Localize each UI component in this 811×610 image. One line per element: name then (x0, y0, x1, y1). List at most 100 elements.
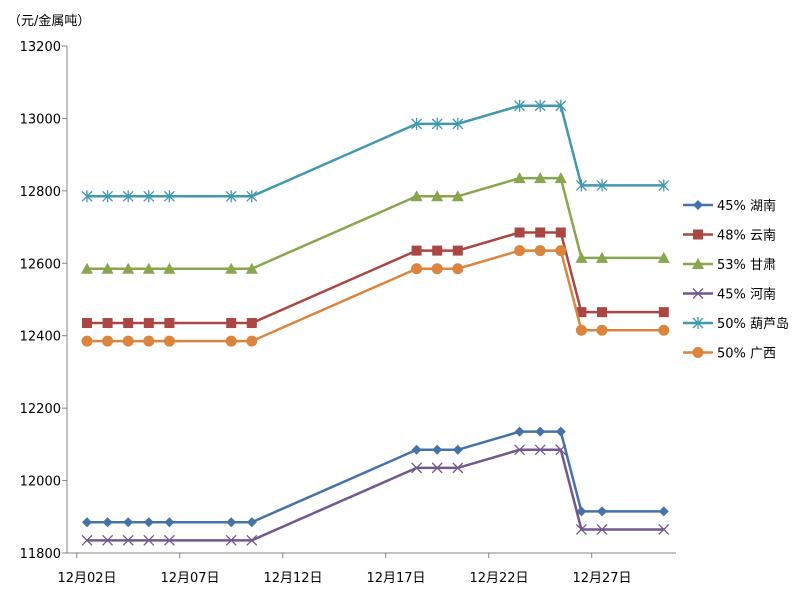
marker-triangle (142, 262, 155, 274)
marker-square (555, 227, 566, 238)
marker-square (597, 307, 607, 318)
series-line (87, 231, 664, 325)
marker-star (692, 317, 704, 329)
marker-square (143, 318, 154, 329)
marker-triangle (596, 251, 608, 263)
legend-item: 50% 广西 (683, 347, 776, 362)
marker-star (514, 99, 526, 112)
marker-x (692, 288, 704, 299)
marker-diamond (411, 444, 422, 455)
marker-star (431, 117, 443, 130)
legend-item: 50% 葫芦岛 (683, 316, 789, 332)
marker-x (102, 534, 114, 546)
marker-x (411, 462, 423, 474)
marker-star (596, 179, 608, 192)
marker-x (246, 534, 258, 546)
marker-square (164, 318, 175, 329)
y-tick-label: 13000 (20, 112, 61, 127)
marker-star (452, 117, 464, 130)
marker-square (432, 245, 443, 256)
marker-circle (122, 335, 134, 347)
marker-star (143, 190, 155, 203)
y-tick-label: 12400 (20, 330, 61, 345)
marker-square (226, 318, 237, 329)
marker-circle (102, 335, 114, 347)
series-line (87, 176, 664, 270)
y-tick-label: 13200 (20, 40, 61, 55)
series-2 (82, 227, 669, 329)
marker-x (452, 462, 464, 474)
marker-circle (431, 263, 443, 275)
marker-x (555, 444, 567, 456)
marker-star (122, 190, 134, 203)
marker-circle (692, 347, 704, 358)
marker-triangle (122, 262, 135, 274)
legend-label: 48% 云南 (717, 228, 776, 244)
marker-x (81, 534, 93, 546)
marker-circle (163, 335, 175, 347)
marker-diamond (452, 444, 463, 455)
marker-star (246, 190, 258, 203)
legend-item: 45% 湖南 (683, 198, 776, 214)
marker-star (555, 99, 567, 112)
marker-square (693, 229, 703, 240)
marker-diamond (693, 200, 703, 210)
marker-circle (225, 335, 237, 347)
marker-triangle (692, 258, 704, 269)
marker-triangle (225, 262, 238, 274)
marker-star (575, 179, 587, 192)
marker-x (143, 534, 155, 546)
marker-circle (555, 245, 567, 257)
marker-star (102, 190, 114, 203)
marker-diamond (102, 517, 113, 528)
marker-triangle (410, 190, 423, 202)
series-line (87, 249, 664, 343)
marker-square (82, 318, 92, 329)
marker-circle (81, 335, 93, 347)
marker-triangle (554, 172, 567, 184)
marker-star (411, 117, 423, 130)
marker-diamond (658, 506, 669, 517)
marker-x (163, 534, 175, 546)
marker-triangle (81, 262, 93, 274)
marker-x (596, 524, 608, 535)
series-line (87, 430, 664, 524)
series-line (87, 104, 664, 198)
marker-triangle (513, 172, 526, 184)
y-tick-label: 11800 (20, 547, 61, 562)
marker-circle (143, 335, 155, 347)
y-tick-label: 12600 (20, 257, 61, 272)
marker-star (534, 99, 546, 112)
marker-triangle (431, 190, 444, 202)
marker-circle (658, 324, 670, 336)
marker-triangle (451, 190, 464, 202)
series-5 (81, 99, 670, 203)
marker-diamond (514, 426, 525, 437)
marker-diamond (143, 517, 154, 528)
marker-triangle (575, 251, 588, 263)
series-4 (81, 444, 670, 546)
y-axis-unit-label: （元/金属吨） (8, 13, 90, 29)
marker-triangle (534, 172, 547, 184)
marker-triangle (657, 251, 670, 263)
x-tick-label: 12月22日 (469, 571, 528, 586)
legend-label: 45% 湖南 (717, 198, 776, 214)
marker-diamond (246, 517, 257, 528)
legend-item: 53% 甘肃 (683, 258, 776, 273)
marker-x (122, 534, 134, 546)
legend-label: 45% 河南 (717, 287, 776, 303)
marker-square (576, 307, 587, 318)
marker-x (514, 444, 526, 456)
marker-circle (411, 263, 423, 275)
series-1 (82, 426, 669, 528)
y-tick-label: 12200 (20, 402, 61, 417)
marker-x (575, 524, 587, 535)
series-6 (81, 245, 670, 347)
marker-square (102, 318, 113, 329)
marker-circle (534, 245, 546, 257)
marker-diamond (82, 517, 92, 528)
marker-star (163, 190, 175, 203)
marker-diamond (597, 506, 607, 517)
x-tick-label: 12月27日 (572, 571, 631, 586)
legend-label: 50% 广西 (717, 347, 776, 362)
